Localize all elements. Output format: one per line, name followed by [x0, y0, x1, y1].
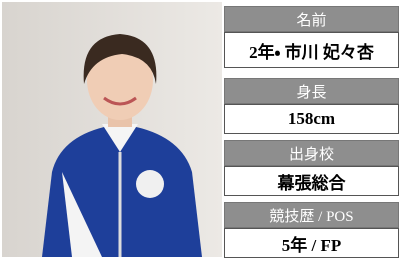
- field-label: 競技歴 / POS: [224, 202, 399, 228]
- field-label: 出身校: [224, 140, 399, 166]
- field-label: 身長: [224, 78, 399, 104]
- field-value: 幕張総合: [224, 166, 399, 196]
- page: 名前2年・ 市川 妃々杏身長158cm 出身校幕張総合競技歴 / POS5年 / …: [0, 0, 401, 259]
- field-value: 2年・ 市川 妃々杏: [224, 32, 399, 68]
- profile-card: 名前2年・ 市川 妃々杏身長158cm 出身校幕張総合競技歴 / POS5年 / …: [0, 0, 401, 259]
- profile-photo: [2, 2, 222, 257]
- field-label: 名前: [224, 6, 399, 32]
- field-value: 158cm: [224, 104, 399, 134]
- field-value: 5年 / FP: [224, 228, 399, 258]
